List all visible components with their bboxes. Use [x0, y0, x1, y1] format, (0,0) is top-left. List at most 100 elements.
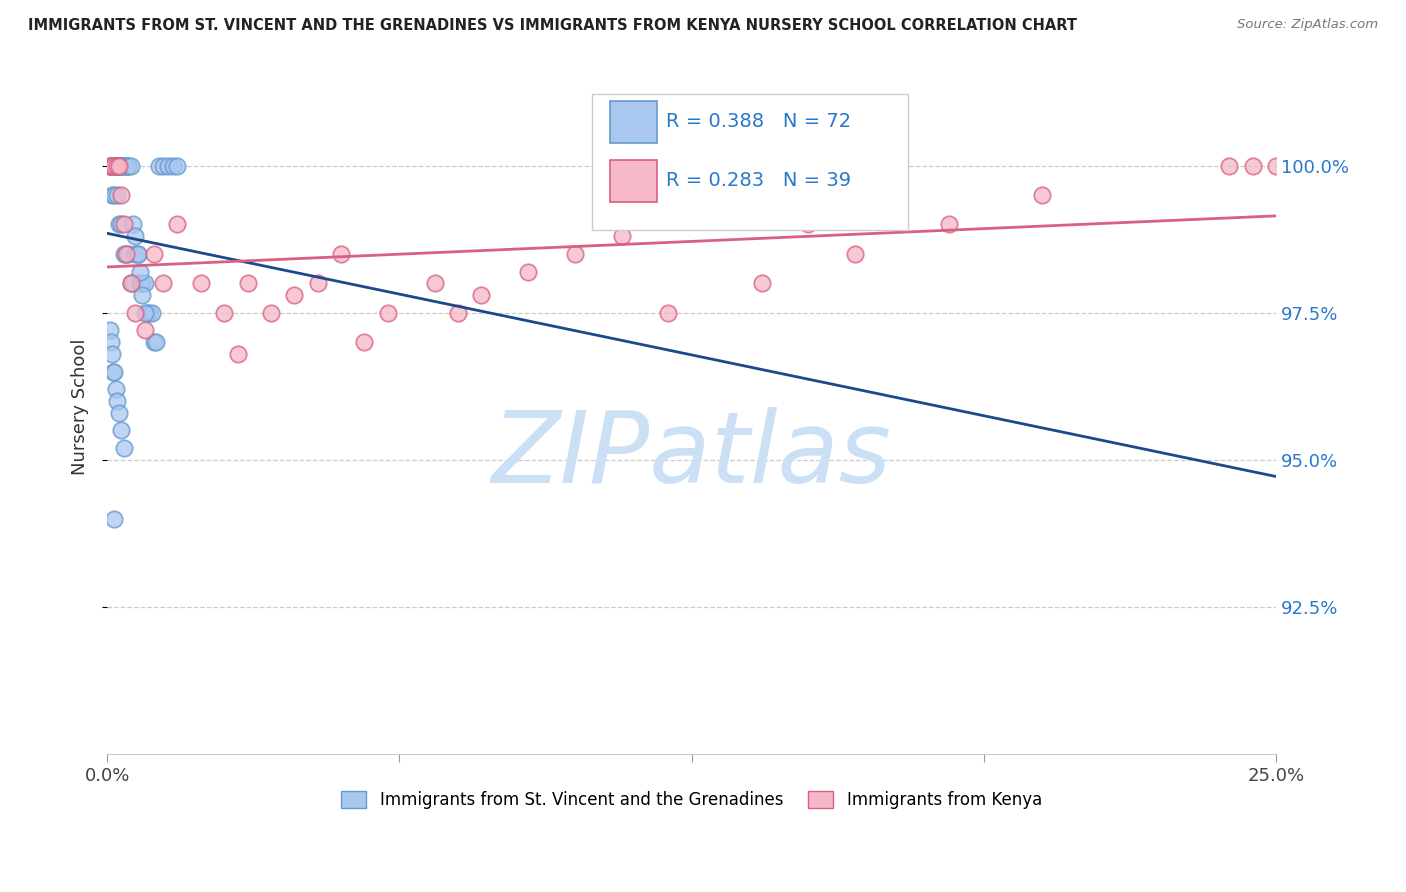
- Point: [564, 247, 586, 261]
- Point: [1241, 159, 1264, 173]
- Text: R = 0.388   N = 72: R = 0.388 N = 72: [666, 112, 851, 131]
- Point: [115, 247, 138, 261]
- Point: [100, 159, 122, 173]
- Point: [330, 247, 353, 261]
- Point: [98, 323, 121, 337]
- Point: [110, 159, 132, 173]
- Point: [470, 288, 492, 302]
- Point: [129, 277, 152, 291]
- Point: [103, 365, 125, 379]
- Point: [236, 277, 259, 291]
- Point: [108, 159, 131, 173]
- Point: [143, 335, 166, 350]
- Point: [110, 188, 132, 202]
- Point: [103, 512, 125, 526]
- Point: [120, 277, 142, 291]
- Point: [100, 335, 122, 350]
- Point: [844, 247, 866, 261]
- Point: [141, 306, 163, 320]
- Point: [110, 218, 132, 232]
- Point: [112, 247, 135, 261]
- Point: [148, 159, 170, 173]
- Point: [101, 159, 124, 173]
- Point: [110, 424, 132, 438]
- FancyBboxPatch shape: [610, 161, 657, 202]
- Point: [377, 306, 399, 320]
- Point: [657, 306, 679, 320]
- Point: [152, 277, 174, 291]
- Point: [98, 159, 121, 173]
- FancyBboxPatch shape: [592, 95, 908, 230]
- Point: [103, 159, 125, 173]
- Point: [103, 159, 125, 173]
- Point: [152, 159, 174, 173]
- Point: [423, 277, 446, 291]
- Point: [112, 159, 135, 173]
- Point: [117, 159, 139, 173]
- Point: [115, 159, 138, 173]
- Point: [103, 159, 125, 173]
- Point: [447, 306, 470, 320]
- Point: [166, 159, 188, 173]
- Point: [104, 382, 127, 396]
- Point: [138, 306, 160, 320]
- Y-axis label: Nursery School: Nursery School: [72, 339, 89, 475]
- Point: [145, 335, 167, 350]
- Point: [112, 441, 135, 455]
- Point: [127, 247, 149, 261]
- Point: [122, 218, 145, 232]
- Point: [110, 159, 132, 173]
- Point: [101, 159, 124, 173]
- Point: [120, 277, 142, 291]
- Point: [134, 277, 156, 291]
- Text: Source: ZipAtlas.com: Source: ZipAtlas.com: [1237, 18, 1378, 31]
- Point: [108, 406, 131, 420]
- Point: [124, 247, 146, 261]
- Point: [353, 335, 375, 350]
- Point: [108, 159, 131, 173]
- Point: [124, 229, 146, 244]
- Point: [103, 188, 125, 202]
- Point: [112, 218, 135, 232]
- Point: [110, 159, 132, 173]
- Point: [101, 188, 124, 202]
- Point: [131, 288, 153, 302]
- Legend: Immigrants from St. Vincent and the Grenadines, Immigrants from Kenya: Immigrants from St. Vincent and the Gren…: [335, 784, 1049, 815]
- Point: [108, 159, 131, 173]
- Point: [124, 306, 146, 320]
- Point: [110, 159, 132, 173]
- Point: [517, 264, 540, 278]
- Point: [115, 159, 138, 173]
- Point: [101, 159, 124, 173]
- Point: [101, 347, 124, 361]
- Point: [122, 277, 145, 291]
- Point: [797, 218, 820, 232]
- Point: [101, 159, 124, 173]
- Point: [108, 218, 131, 232]
- Point: [107, 159, 129, 173]
- Point: [166, 218, 188, 232]
- Point: [212, 306, 235, 320]
- Point: [1265, 159, 1288, 173]
- Point: [105, 159, 128, 173]
- Point: [136, 306, 159, 320]
- Point: [226, 347, 249, 361]
- Point: [134, 323, 156, 337]
- Text: R = 0.283   N = 39: R = 0.283 N = 39: [666, 170, 851, 190]
- Point: [112, 159, 135, 173]
- Point: [107, 159, 129, 173]
- Point: [134, 306, 156, 320]
- Point: [105, 188, 128, 202]
- Point: [751, 277, 773, 291]
- Point: [938, 218, 960, 232]
- Point: [190, 277, 212, 291]
- Point: [283, 288, 305, 302]
- Point: [104, 159, 127, 173]
- Point: [260, 306, 283, 320]
- Point: [131, 277, 153, 291]
- Point: [143, 247, 166, 261]
- Text: IMMIGRANTS FROM ST. VINCENT AND THE GRENADINES VS IMMIGRANTS FROM KENYA NURSERY : IMMIGRANTS FROM ST. VINCENT AND THE GREN…: [28, 18, 1077, 33]
- Point: [115, 247, 138, 261]
- Point: [117, 159, 139, 173]
- Point: [157, 159, 180, 173]
